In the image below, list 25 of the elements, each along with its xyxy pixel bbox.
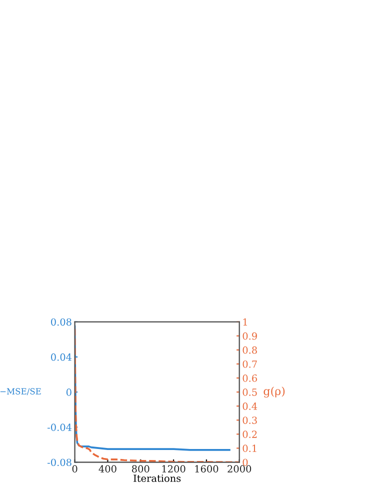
y-tick-label: -0.08 (48, 458, 72, 466)
x-tick-label: 800 (132, 465, 150, 473)
x-tick-label: 1600 (195, 465, 218, 473)
y-tick-label: 0.08 (51, 318, 72, 326)
y2-tick-label: 0.1 (242, 444, 256, 452)
x-tick-label: 2000 (228, 465, 252, 473)
y2-tick-label: 0.6 (242, 374, 257, 382)
y2-tick-label: 0.4 (242, 402, 258, 410)
y2-tick-label: 0.8 (242, 346, 257, 354)
y2-tick-label: 0.2 (242, 430, 257, 438)
x-tick-label: 400 (98, 465, 116, 473)
x-tick-label: 1200 (162, 465, 186, 473)
y-tick-label: 0 (66, 388, 72, 396)
y-tick-label: -0.04 (48, 424, 72, 431)
x-axis-title: Iterations (134, 474, 181, 482)
y2-axis-title: g(ρ) (264, 386, 285, 398)
y-tick-label: 0.04 (51, 353, 72, 361)
y2-tick-label: 0 (242, 458, 248, 466)
y2-tick-label: 1 (243, 318, 247, 326)
y-axis-title: −MSE/SE (0, 388, 41, 396)
y2-tick-label: 0.7 (242, 360, 257, 368)
y2-tick-label: 0.9 (242, 332, 257, 340)
y2-tick-label: 0.5 (242, 388, 257, 396)
y2-tick-label: 0.3 (242, 416, 257, 424)
x-tick-label: 0 (72, 465, 78, 473)
